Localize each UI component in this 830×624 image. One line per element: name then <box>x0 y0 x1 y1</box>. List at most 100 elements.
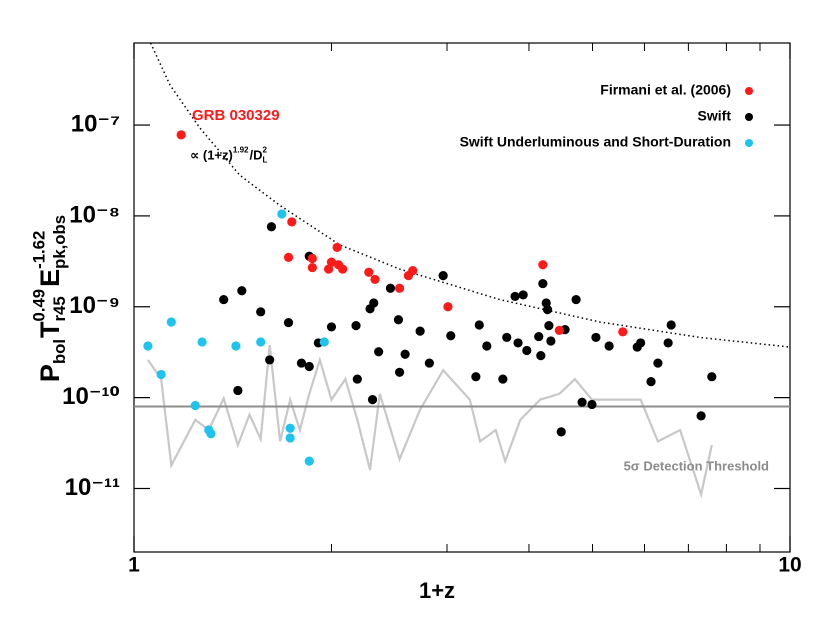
label-part: T <box>35 321 65 338</box>
legend-marker <box>745 87 753 95</box>
point <box>571 294 581 305</box>
point <box>554 325 564 335</box>
point <box>482 341 492 351</box>
point <box>393 315 404 325</box>
point <box>369 298 379 308</box>
point <box>438 271 448 281</box>
point <box>351 321 361 331</box>
background-line <box>146 344 713 499</box>
point <box>394 283 405 293</box>
point <box>542 305 553 315</box>
label-part: /D <box>250 147 263 162</box>
point <box>385 283 396 293</box>
point <box>287 217 297 227</box>
point <box>156 369 166 380</box>
point <box>424 358 434 368</box>
point <box>443 302 453 312</box>
point <box>143 341 153 351</box>
point <box>176 130 186 140</box>
label-part: bol <box>50 339 69 364</box>
label-part: 0.49 <box>29 289 48 322</box>
label-part: P <box>35 364 65 382</box>
point <box>591 332 601 343</box>
point <box>326 322 337 332</box>
point <box>304 361 314 372</box>
legend-label: Swift <box>698 108 732 124</box>
point <box>219 294 229 305</box>
point <box>256 307 266 317</box>
x-tick-label: 1 <box>128 554 140 577</box>
point <box>646 377 656 387</box>
annotation: GRB 030329 <box>192 107 280 124</box>
curve-label: ∝ (1+z) 1.92/D L2 <box>190 145 268 164</box>
y-tick-label: 10⁻¹⁰ <box>62 383 120 410</box>
point <box>663 338 673 348</box>
point <box>666 320 676 330</box>
model-curve <box>149 42 791 348</box>
point <box>265 355 275 365</box>
label-part: -1.62 <box>29 231 48 269</box>
plot-frame <box>133 42 791 553</box>
threshold-label: 5σ Detection Threshold <box>624 458 769 473</box>
y-tick-label: 10⁻⁹ <box>69 292 120 319</box>
label-part: r45 <box>50 296 69 321</box>
point <box>352 374 362 384</box>
point <box>256 337 266 347</box>
point <box>326 257 337 267</box>
point <box>408 266 418 276</box>
point <box>502 332 512 343</box>
legend-label: Firmani et al. (2006) <box>600 82 731 98</box>
point <box>556 427 566 437</box>
point <box>319 337 329 347</box>
label-part: 2 <box>263 145 268 154</box>
point <box>166 317 176 327</box>
point <box>285 433 295 443</box>
point <box>283 252 294 262</box>
label-part: E <box>35 269 65 287</box>
point <box>206 429 216 439</box>
point <box>544 321 554 331</box>
point <box>577 397 587 407</box>
label-part: L <box>263 155 268 164</box>
point <box>231 341 241 351</box>
point <box>374 347 384 357</box>
point <box>474 320 484 330</box>
point <box>296 358 307 368</box>
point <box>707 372 717 382</box>
x-axis-label: 1+z <box>419 578 455 603</box>
point <box>446 331 456 341</box>
point <box>546 336 556 346</box>
point <box>522 345 532 356</box>
point <box>283 317 294 328</box>
point <box>285 423 295 433</box>
point <box>587 399 597 410</box>
legend-marker <box>745 139 753 147</box>
point <box>518 290 528 300</box>
point <box>536 351 546 361</box>
point <box>324 264 334 274</box>
point <box>367 395 378 405</box>
point <box>471 372 481 382</box>
point <box>266 222 277 232</box>
point <box>394 367 405 377</box>
point <box>190 400 200 411</box>
point <box>332 242 342 253</box>
point <box>415 326 425 336</box>
point <box>696 411 706 421</box>
point <box>364 267 374 277</box>
point <box>618 327 628 337</box>
point <box>534 331 544 342</box>
point <box>307 262 317 273</box>
y-tick-label: 10⁻⁷ <box>71 110 120 137</box>
point <box>653 358 663 368</box>
y-tick-label: 10⁻⁸ <box>69 201 120 228</box>
point <box>513 338 523 348</box>
point <box>233 385 243 396</box>
legend-marker <box>745 113 753 121</box>
point <box>370 274 380 285</box>
x-tick-label: 10 <box>778 554 801 577</box>
point <box>197 337 207 347</box>
label-part: pk,obs <box>50 215 69 269</box>
